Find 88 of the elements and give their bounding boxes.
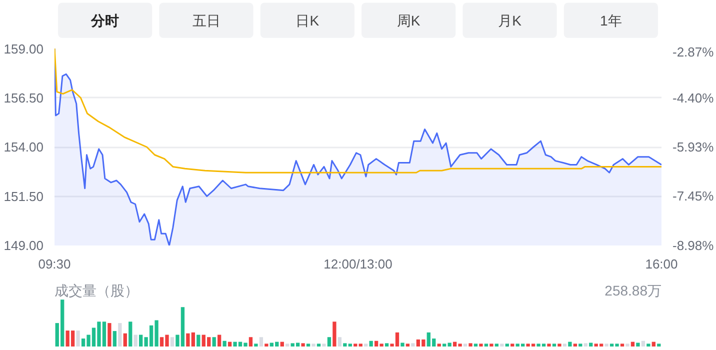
text: 周K [396, 12, 421, 28]
line-series [54, 48, 662, 174]
bar [558, 344, 562, 346]
bar [468, 343, 472, 346]
bar [280, 342, 284, 346]
y2-tick-label: -8.98% [672, 238, 714, 253]
bar [134, 334, 138, 346]
bar [620, 344, 624, 346]
bar [316, 344, 321, 346]
text: 分时 [90, 12, 120, 28]
bar [626, 344, 630, 346]
bar [343, 343, 347, 346]
bar [641, 340, 646, 346]
y2-tick-label: -2.87% [672, 44, 714, 60]
x-tick-label: 09:30 [38, 256, 71, 272]
bar [437, 344, 441, 346]
text: 日K [296, 12, 320, 28]
bar [584, 343, 588, 346]
bar [646, 344, 650, 346]
bar [573, 344, 577, 346]
bar [348, 344, 352, 346]
bar [212, 337, 216, 346]
bar [604, 344, 608, 346]
text: 五日 [192, 12, 220, 28]
bar [484, 344, 488, 346]
bar [254, 344, 258, 346]
bar [369, 340, 373, 346]
bar [406, 344, 410, 346]
bar [490, 344, 494, 346]
text: 月K [498, 12, 522, 28]
x-tick-label: 16:00 [645, 256, 678, 272]
bar [358, 344, 362, 346]
bar [494, 344, 498, 346]
bar [547, 344, 551, 346]
bar [108, 323, 112, 346]
y2-tick-label: -5.93% [672, 140, 714, 155]
y-tick-label: 154.00 [4, 140, 44, 154]
bar [259, 337, 264, 346]
y-tick-label: 149.00 [4, 238, 44, 253]
bar [652, 342, 656, 346]
bar [364, 344, 368, 346]
x-tick-label: 12:00/13:00 [324, 256, 392, 272]
bar [562, 344, 567, 346]
bar [568, 342, 572, 346]
bar [248, 337, 253, 346]
bar [332, 322, 336, 346]
bar [112, 331, 117, 346]
y2-tick-label: -4.40% [672, 90, 714, 106]
bar [306, 344, 310, 346]
bar [552, 344, 556, 346]
bar [222, 340, 226, 346]
bar [218, 334, 222, 346]
bar [286, 344, 290, 346]
bar [400, 342, 404, 346]
bar [228, 342, 232, 346]
y-tick-label: 151.50 [4, 188, 44, 204]
bar [636, 342, 640, 346]
bar [474, 344, 478, 346]
bar [264, 344, 268, 346]
y-tick-label: 159.00 [4, 42, 44, 56]
bar [463, 344, 468, 346]
bar [505, 344, 509, 346]
bar [479, 344, 483, 346]
bar [76, 330, 80, 346]
bar [384, 343, 389, 346]
bar [128, 322, 132, 346]
bar [118, 323, 122, 346]
bar [322, 344, 326, 346]
y-tick-label: 156.50 [4, 90, 44, 106]
bar [510, 344, 514, 346]
bar [312, 344, 316, 346]
text: 1年 [600, 12, 622, 28]
bar [630, 342, 635, 346]
bar [170, 337, 174, 346]
bar [338, 337, 342, 346]
bar [500, 344, 504, 346]
bar [123, 333, 127, 346]
bar [578, 344, 582, 346]
bar [589, 342, 593, 346]
bar [196, 334, 200, 346]
bar [354, 344, 358, 346]
y2-tick-label: -7.45% [672, 188, 714, 204]
bar [327, 337, 332, 346]
bar [411, 343, 415, 346]
bar [301, 343, 305, 346]
text: 258.88万 [604, 282, 662, 298]
bar [657, 344, 661, 346]
y-axis-title: 成交量（股） [54, 282, 138, 298]
